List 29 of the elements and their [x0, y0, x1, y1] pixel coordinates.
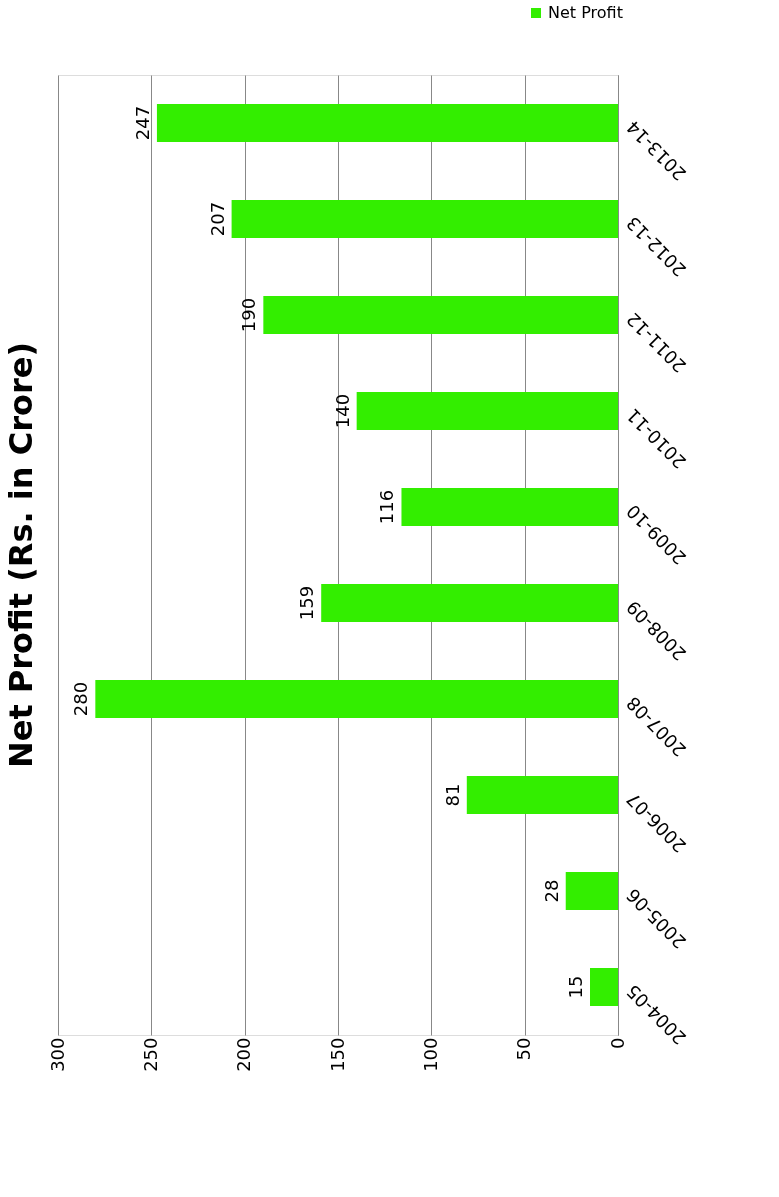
data-label: 159 [296, 585, 318, 621]
x-tick-label: 50 [513, 1037, 535, 1061]
data-label: 15 [565, 975, 586, 999]
data-label: 247 [131, 105, 153, 141]
x-tick-label: 200 [233, 1037, 255, 1072]
bar [401, 488, 618, 526]
x-tick-label: 100 [419, 1037, 441, 1072]
data-label: 280 [70, 681, 92, 717]
bar [95, 680, 618, 718]
bar [263, 296, 618, 334]
bar [321, 584, 618, 622]
data-label: 190 [238, 297, 260, 333]
bar [356, 392, 618, 430]
x-tick-label: 0 [606, 1037, 628, 1049]
bar [156, 104, 618, 142]
bar [565, 872, 618, 910]
bar [466, 776, 618, 814]
bar [231, 200, 618, 238]
legend-label: Net Profit [548, 3, 623, 22]
x-tick-label: 250 [139, 1037, 161, 1072]
data-label: 81 [441, 783, 463, 807]
data-label: 116 [376, 489, 398, 525]
data-label: 140 [331, 393, 353, 429]
data-label: 28 [540, 879, 562, 903]
text: Net Profit (Rs. in Crore) [2, 341, 40, 769]
data-label: 207 [206, 201, 228, 237]
bar [590, 968, 618, 1006]
x-tick-label: 300 [46, 1037, 68, 1072]
x-tick-label: 150 [326, 1037, 348, 1072]
